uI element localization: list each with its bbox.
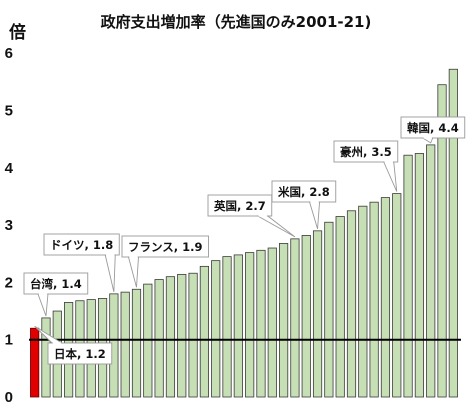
bar bbox=[324, 221, 334, 398]
callout-label: 韓国, 4.4 bbox=[407, 121, 459, 135]
callout-label: ドイツ, 1.8 bbox=[50, 238, 113, 252]
callout: ドイツ, 1.8 bbox=[43, 233, 120, 292]
callout: 豪州, 3.5 bbox=[333, 140, 399, 192]
callout-pointer bbox=[308, 201, 321, 229]
bar bbox=[392, 193, 402, 398]
callout: 台湾, 1.4 bbox=[23, 272, 89, 317]
bar bbox=[154, 279, 164, 398]
callout-label: 日本, 1.2 bbox=[54, 347, 106, 361]
callout-label: フランス, 1.9 bbox=[128, 240, 203, 254]
callout-label: 台湾, 1.4 bbox=[30, 277, 82, 291]
bar bbox=[380, 197, 391, 398]
callout: 米国, 2.8 bbox=[271, 180, 337, 229]
callout-box bbox=[207, 194, 273, 217]
bar bbox=[165, 276, 176, 398]
bar bbox=[120, 291, 130, 398]
bar bbox=[131, 288, 142, 398]
y-tick-label: 3 bbox=[5, 217, 13, 234]
bar bbox=[358, 205, 368, 398]
callout-label: 英国, 2.7 bbox=[213, 199, 266, 213]
callout-pointer bbox=[421, 137, 434, 144]
chart-title: 政府支出増加率（先進国のみ2001-21) bbox=[101, 13, 372, 31]
callout-box bbox=[271, 180, 337, 203]
callout-pointer bbox=[37, 293, 49, 317]
bar bbox=[369, 201, 379, 398]
y-tick-label: 6 bbox=[5, 45, 13, 62]
bar bbox=[403, 154, 413, 398]
callout-pointer bbox=[383, 161, 398, 192]
bar bbox=[301, 235, 311, 398]
y-tick-label: 2 bbox=[5, 274, 13, 291]
callout: 韓国, 4.4 bbox=[400, 116, 466, 144]
bar bbox=[426, 144, 436, 398]
callout-box bbox=[23, 272, 89, 295]
bar bbox=[267, 247, 277, 398]
bar bbox=[188, 272, 198, 398]
callout-pointer bbox=[104, 254, 116, 292]
callout: 日本, 1.2 bbox=[34, 325, 113, 365]
y-tick-label: 4 bbox=[5, 160, 14, 177]
bar-highlight bbox=[30, 327, 40, 398]
callout-box bbox=[47, 342, 113, 365]
bar bbox=[279, 243, 289, 398]
y-tick-label: 5 bbox=[5, 103, 13, 120]
callout-box bbox=[333, 140, 399, 163]
callout-label: 米国, 2.8 bbox=[277, 185, 330, 199]
bar bbox=[199, 265, 209, 398]
bar bbox=[437, 84, 447, 398]
y-axis-ticks: 0 1 2 3 4 5 6 bbox=[5, 45, 14, 406]
callout: 英国, 2.7 bbox=[207, 194, 296, 238]
y-unit-label: 倍 bbox=[9, 22, 26, 43]
bar bbox=[346, 210, 357, 398]
bar bbox=[211, 260, 221, 398]
bar bbox=[335, 216, 345, 398]
bar bbox=[290, 238, 300, 398]
bar bbox=[222, 256, 232, 398]
bar bbox=[245, 252, 255, 398]
bar bbox=[177, 273, 187, 398]
callout-box bbox=[121, 235, 209, 258]
y-tick-label: 0 bbox=[5, 389, 13, 406]
bar bbox=[233, 254, 243, 398]
bar bbox=[414, 153, 424, 398]
bar bbox=[312, 230, 323, 398]
y-tick-label: 1 bbox=[5, 332, 13, 349]
bar bbox=[256, 249, 266, 398]
bar bbox=[448, 68, 458, 398]
callout: フランス, 1.9 bbox=[121, 235, 209, 288]
callout-pointer bbox=[127, 256, 139, 288]
callouts: 日本, 1.2 台湾, 1.4 ドイツ, 1.8 フランス, 1.9 英国, 2.7 米国… bbox=[23, 116, 466, 365]
callout-box bbox=[43, 233, 120, 256]
callout-label: 豪州, 3.5 bbox=[340, 145, 392, 159]
callout-pointer bbox=[256, 215, 296, 238]
